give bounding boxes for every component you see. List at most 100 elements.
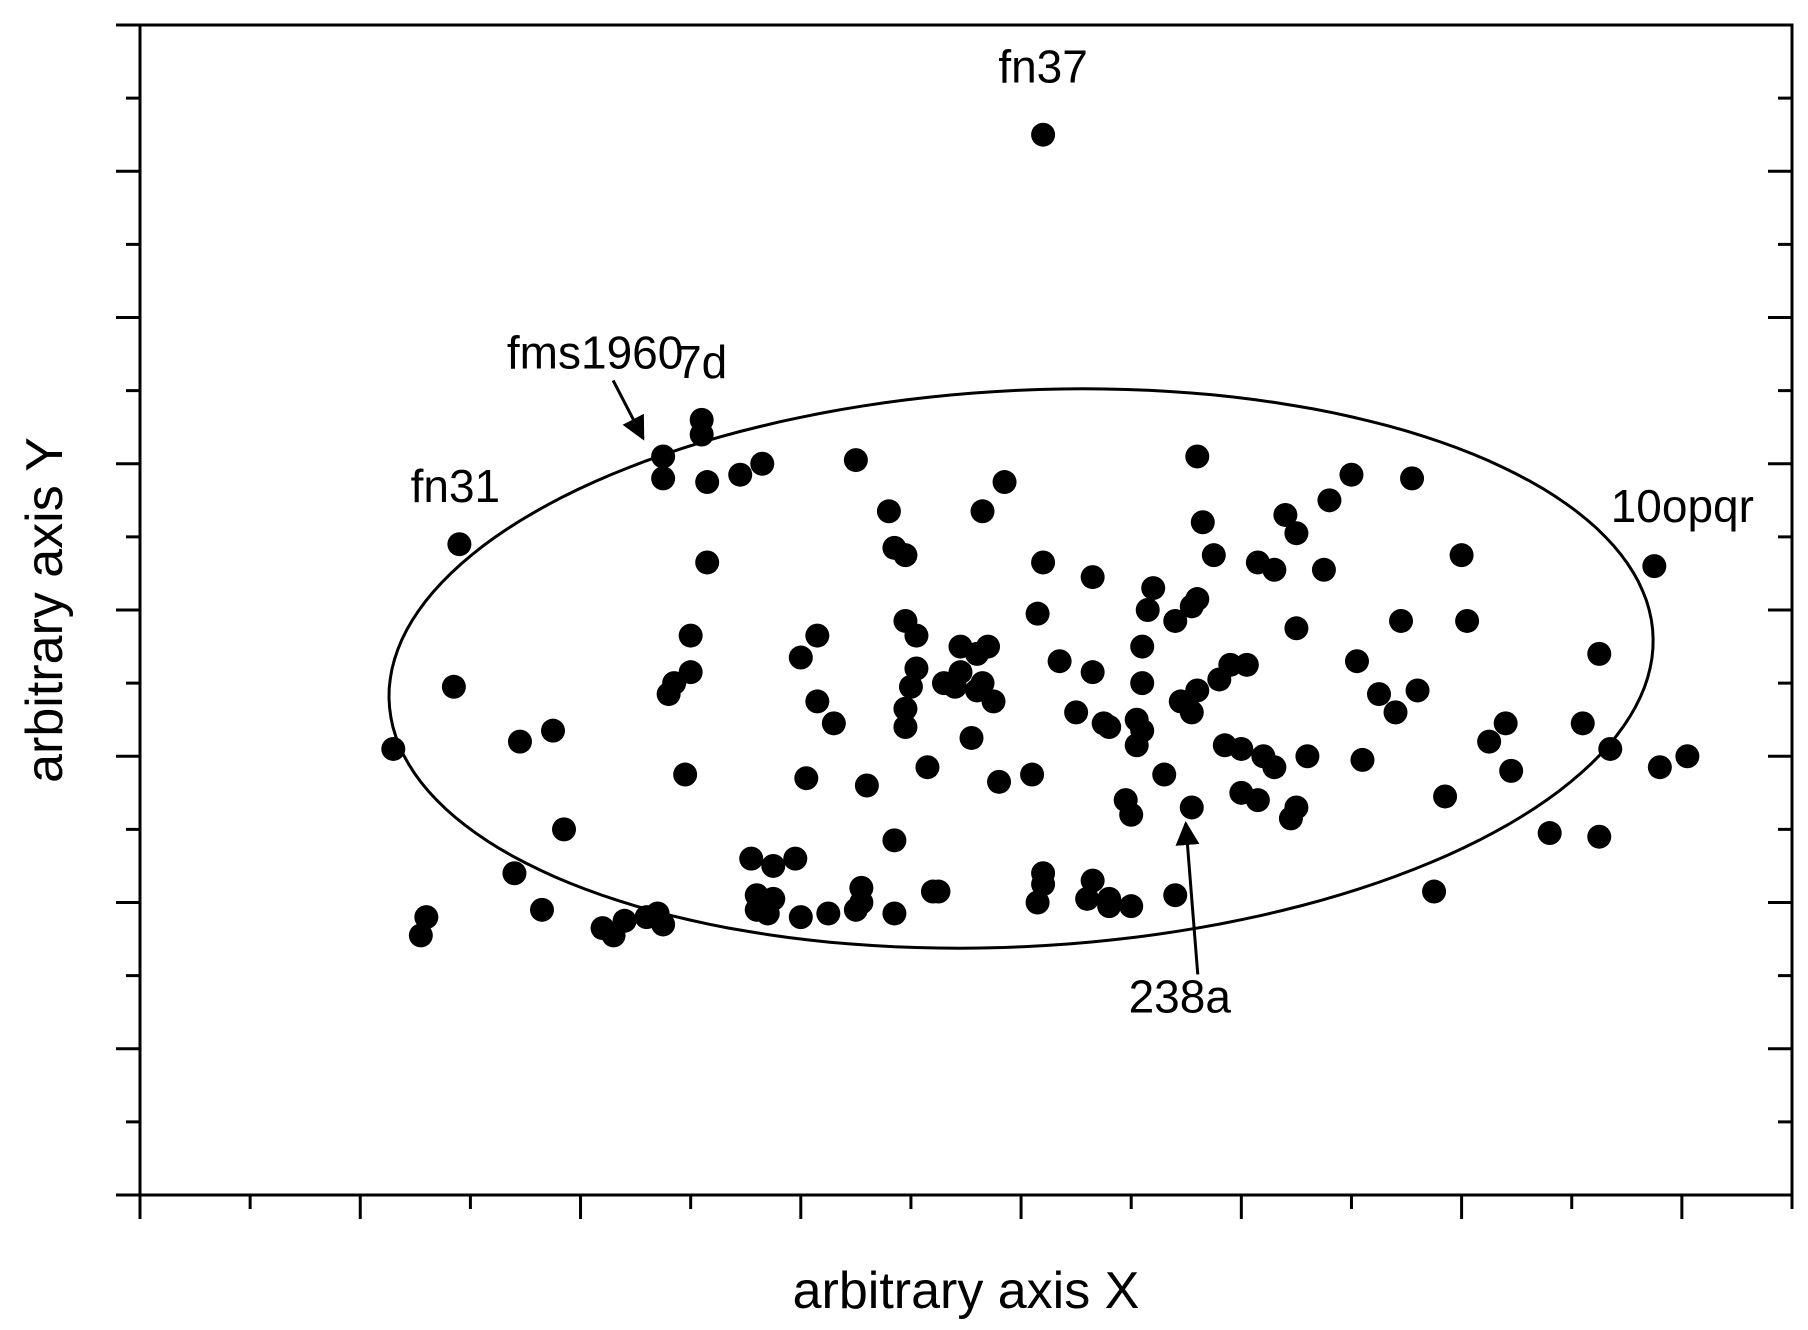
annotation-label: fms1960 [507,326,683,378]
data-point [1642,554,1667,579]
data-point [1537,821,1562,846]
data-point [1190,510,1215,535]
data-point [1587,824,1612,849]
confidence-ellipse [387,387,1655,950]
data-point [1433,784,1458,809]
data-point [1383,700,1408,725]
data-point [1185,444,1210,469]
data-point [1493,711,1518,736]
data-point [1201,543,1226,568]
data-point [1179,700,1204,725]
data-point [408,923,433,948]
y-axis-label: arbitrary axis Y [16,437,74,783]
data-point [739,846,764,871]
data-point [1163,883,1188,908]
data-point [1031,872,1056,897]
data-point [1031,122,1056,147]
data-point [1080,565,1105,590]
data-point [1344,649,1369,674]
annotation-label: fn37 [998,41,1088,93]
data-point [987,769,1012,794]
data-point [1422,879,1447,904]
data-point [882,828,907,853]
data-point [1262,755,1287,780]
data-point [893,696,918,721]
data-point [1185,587,1210,612]
data-point [1477,729,1502,754]
data-point [893,715,918,739]
data-point [1025,890,1050,915]
data-point [552,817,577,842]
annotation-label: fn31 [411,460,501,512]
data-point [651,912,676,937]
data-point [1262,557,1287,582]
data-point [1020,762,1045,787]
data-point [788,645,813,670]
data-point [1311,557,1336,582]
data-point [1273,502,1298,527]
data-point [673,762,698,787]
axis-ticks [116,23,1794,1219]
data-point [1163,608,1188,633]
annotation-label: 238a [1129,970,1232,1022]
data-point [904,656,929,681]
data-point [854,773,879,798]
data-point [1064,700,1089,725]
data-point [915,755,940,780]
data-point [970,499,995,524]
data-point [783,846,808,871]
data-point [1284,521,1309,546]
data-point [948,660,973,685]
data-point [1598,736,1623,761]
plot-frame [138,23,1794,1197]
data-point [1675,744,1700,769]
data-point [381,736,406,761]
data-point [898,674,923,699]
data-point [651,444,676,469]
annotation-label: 10opqr [1611,480,1754,532]
data-point [678,623,703,648]
data-point [1130,634,1155,659]
data-point [876,499,901,524]
data-point [541,718,565,743]
data-point [1284,795,1309,820]
data-point [1570,711,1595,736]
data-point [926,879,951,904]
data-point [1097,894,1122,919]
data-point [1350,747,1375,772]
data-point [981,689,1006,714]
data-point [1080,660,1105,685]
data-point [1339,462,1364,487]
data-point [794,766,819,791]
data-point [1405,678,1430,703]
data-point [904,623,929,648]
data-point [1141,576,1166,601]
data-point [1587,641,1612,666]
data-point [1025,601,1050,626]
data-point [1179,795,1204,820]
data-point [447,532,472,557]
data-point [849,890,874,915]
data-point [976,634,1001,659]
data-point [1229,736,1254,761]
data-point [805,689,830,714]
data-point [750,451,775,476]
annotation-label: 7d [676,336,727,388]
data-point [689,407,714,432]
data-point [1130,671,1155,696]
data-point [1075,886,1100,911]
data-point [695,550,720,575]
data-point [1400,466,1425,491]
data-point [1367,682,1391,707]
data-point [821,711,846,736]
data-point [1245,788,1270,813]
annotation-arrow [611,379,645,441]
data-point [761,853,786,878]
data-point [1455,608,1480,633]
data-point [1031,550,1056,575]
data-point [678,660,703,685]
data-point [1317,488,1342,513]
data-point [1218,652,1243,677]
